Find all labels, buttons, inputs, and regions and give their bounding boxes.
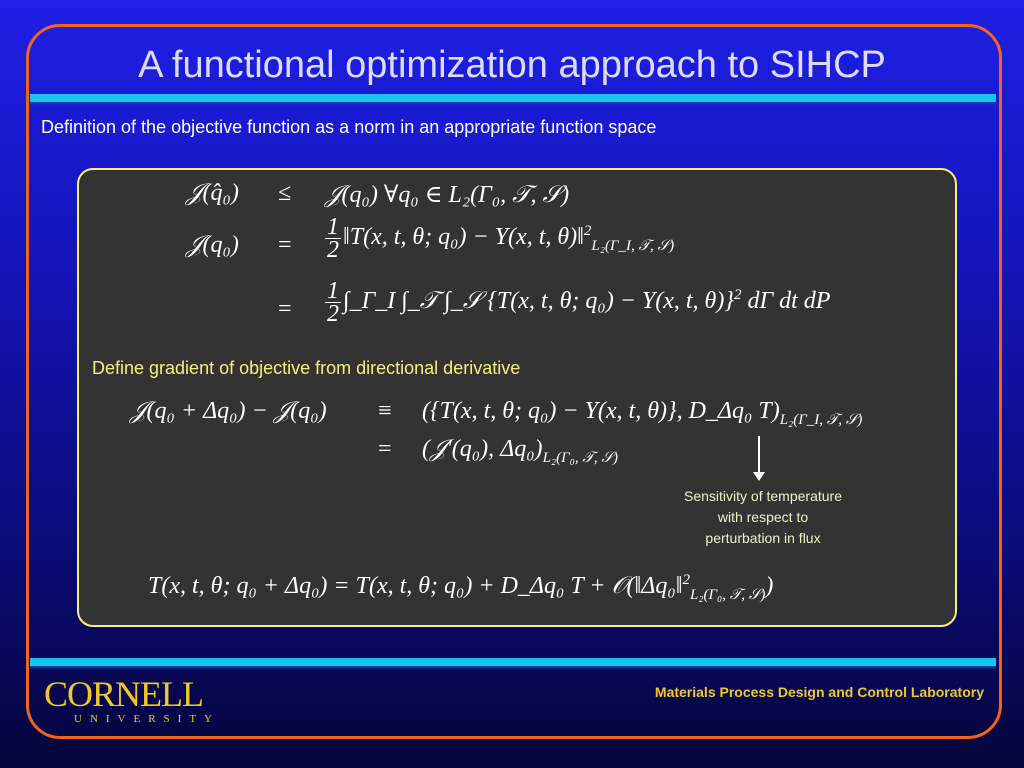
eq4-lhs: 𝒥(q₀ + Δq₀) − 𝒥(q₀) xyxy=(130,398,327,424)
eq1-rhs: 𝒥(q₀) ∀q₀ ∈ L₂(Γ₀, 𝒯, 𝒮) xyxy=(325,182,570,208)
slide-frame xyxy=(26,24,1002,739)
eq3-rel: = xyxy=(278,296,292,322)
equation-box xyxy=(77,168,957,627)
cornell-logo: CORNELL xyxy=(44,674,204,714)
eq2-rhs: 1 2 ‖T(x, t, θ; q₀) − Y(x, t, θ)‖2L₂(Γ_I, … xyxy=(325,214,675,263)
eq4-rhs: ({T(x, t, θ; q₀) − Y(x, t, θ)}, D_Δq₀ T)… xyxy=(422,398,863,428)
cornell-logo-sub: UNIVERSITY xyxy=(74,713,220,725)
eq4-rel: ≡ xyxy=(378,398,392,424)
arrow-down-icon xyxy=(758,436,760,474)
eq1-lhs: 𝒥(q̂₀) xyxy=(186,180,239,206)
slide-subtitle: Definition of the objective function as … xyxy=(41,117,657,137)
arrowhead-icon xyxy=(753,472,765,481)
eq2-lhs: 𝒥(q₀) xyxy=(186,232,239,258)
bottom-divider xyxy=(30,658,996,666)
slide-title: A functional optimization approach to SI… xyxy=(138,44,886,86)
eq2-rel: = xyxy=(278,232,292,258)
eq1-rel: ≤ xyxy=(278,180,292,206)
sensitivity-note: Sensitivity of temperature with respect … xyxy=(684,488,842,546)
eq6: T(x, t, θ; q₀ + Δq₀) = T(x, t, θ; q₀) + … xyxy=(148,572,774,603)
footer-lab-name: Materials Process Design and Control Lab… xyxy=(654,684,984,700)
top-divider xyxy=(30,94,996,102)
section-heading: Define gradient of objective from direct… xyxy=(92,358,521,378)
eq5-rhs: (𝒥′(q₀), Δq₀)L₂(Γ₀, 𝒯, 𝒮) xyxy=(422,436,618,466)
eq3-rhs: 1 2 ∫_Γ_I ∫_𝒯 ∫_𝒮 {T(x, t, θ; q₀) − Y(x, t… xyxy=(325,278,831,327)
eq5-rel: = xyxy=(378,436,392,462)
